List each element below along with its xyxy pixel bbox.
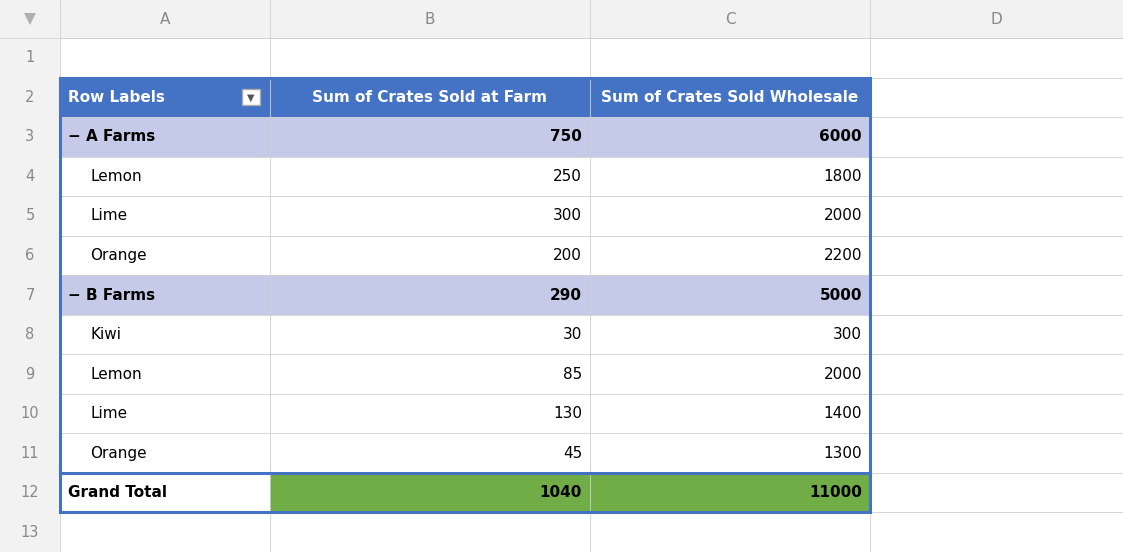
Bar [870,394,1123,433]
Text: Lemon: Lemon [90,169,141,184]
Text: Kiwi: Kiwi [90,327,121,342]
Text: C: C [724,12,736,26]
Text: Orange: Orange [90,248,147,263]
Text: 11: 11 [20,445,39,461]
Bar [60,394,870,433]
Text: 130: 130 [553,406,582,421]
Text: 300: 300 [833,327,862,342]
Bar [60,433,870,473]
Polygon shape [24,13,36,25]
Text: 2000: 2000 [823,367,862,381]
Text: A: A [159,12,171,26]
Bar [870,77,1123,117]
Bar [0,38,60,552]
Bar [870,275,1123,315]
Text: 2200: 2200 [823,248,862,263]
Text: 45: 45 [563,445,582,461]
Text: 1: 1 [26,50,35,65]
Text: 290: 290 [550,288,582,302]
Text: 250: 250 [554,169,582,184]
Text: 1040: 1040 [540,485,582,500]
Bar [60,196,870,236]
Text: 200: 200 [554,248,582,263]
Bar [60,38,1123,77]
Text: 12: 12 [20,485,39,500]
Text: 1800: 1800 [823,169,862,184]
Bar [870,354,1123,394]
Bar [870,315,1123,354]
Text: 6: 6 [26,248,35,263]
Text: 6000: 6000 [820,129,862,144]
Text: Sum of Crates Sold at Farm: Sum of Crates Sold at Farm [312,90,548,105]
Bar [60,512,1123,552]
Text: 750: 750 [550,129,582,144]
Bar [60,275,870,315]
Bar [60,473,270,512]
Text: − A Farms: − A Farms [69,129,155,144]
Text: 7: 7 [26,288,35,302]
Text: 3: 3 [26,129,35,144]
Bar [870,473,1123,512]
Text: B: B [424,12,436,26]
Text: Sum of Crates Sold Wholesale: Sum of Crates Sold Wholesale [602,90,859,105]
Bar [870,157,1123,196]
Text: 85: 85 [563,367,582,381]
Text: Lime: Lime [90,406,127,421]
Bar [870,433,1123,473]
Bar [60,315,870,354]
Bar [60,236,870,275]
Text: 30: 30 [563,327,582,342]
Text: 8: 8 [26,327,35,342]
Text: Lime: Lime [90,209,127,224]
Bar [60,157,870,196]
Text: 2000: 2000 [823,209,862,224]
Text: Grand Total: Grand Total [69,485,167,500]
Bar [0,0,1123,38]
Text: 1300: 1300 [823,445,862,461]
Text: Orange: Orange [90,445,147,461]
Text: 2: 2 [26,90,35,105]
Bar [60,354,870,394]
Text: 4: 4 [26,169,35,184]
Text: 5: 5 [26,209,35,224]
Bar [870,236,1123,275]
Text: D: D [990,12,1003,26]
Text: 10: 10 [20,406,39,421]
Text: 1400: 1400 [823,406,862,421]
Text: 9: 9 [26,367,35,381]
Bar [870,196,1123,236]
Bar [870,117,1123,157]
Text: 13: 13 [21,525,39,540]
Text: 11000: 11000 [810,485,862,500]
Text: 300: 300 [553,209,582,224]
Bar [60,77,870,117]
Text: Row Labels: Row Labels [69,90,165,105]
Text: − B Farms: − B Farms [69,288,155,302]
Bar [60,117,870,157]
FancyBboxPatch shape [241,89,261,105]
Text: ▼: ▼ [247,92,255,102]
Text: 5000: 5000 [820,288,862,302]
Text: Lemon: Lemon [90,367,141,381]
Bar [270,473,870,512]
